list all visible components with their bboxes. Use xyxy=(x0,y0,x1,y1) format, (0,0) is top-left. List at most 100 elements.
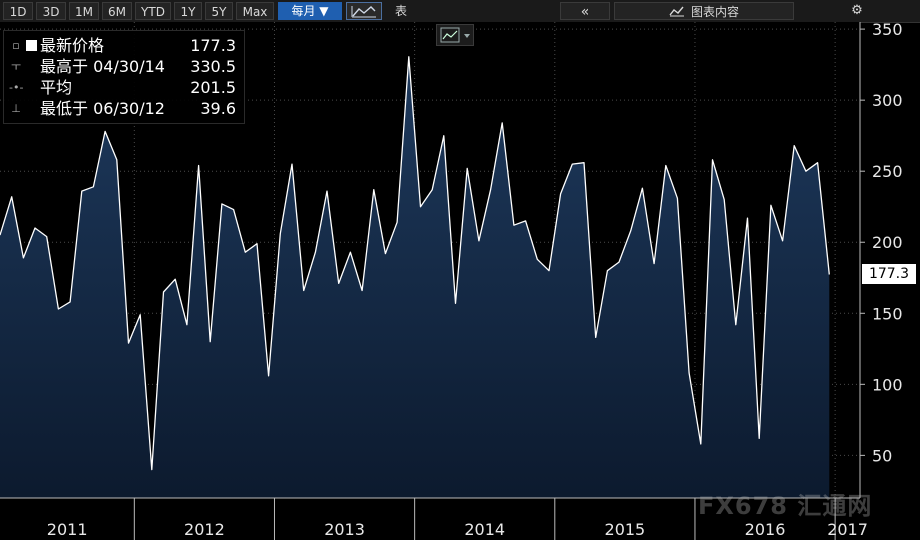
y-tick-label: 200 xyxy=(872,233,903,252)
data-point[interactable] xyxy=(523,218,528,223)
data-point[interactable] xyxy=(570,162,575,167)
data-point[interactable] xyxy=(780,238,785,243)
range-1d-button[interactable]: 1D xyxy=(3,2,33,20)
data-point[interactable] xyxy=(535,257,540,262)
data-point[interactable] xyxy=(161,290,166,295)
x-tick-label: 2014 xyxy=(464,520,505,539)
chart-selector-dropdown[interactable] xyxy=(436,24,474,46)
data-point[interactable] xyxy=(675,196,680,201)
data-point[interactable] xyxy=(582,160,587,165)
x-tick-label: 2015 xyxy=(605,520,646,539)
data-point[interactable] xyxy=(547,268,552,273)
legend-avg-label: 平均 xyxy=(40,78,73,97)
range-1m-button[interactable]: 1M xyxy=(69,2,99,20)
data-point[interactable] xyxy=(511,223,516,228)
x-tick-label: 2016 xyxy=(745,520,786,539)
data-point[interactable] xyxy=(44,234,49,239)
chart-content-button[interactable]: 图表内容 xyxy=(614,2,794,20)
range-6m-button[interactable]: 6M xyxy=(102,2,132,20)
line-chart-type-button[interactable] xyxy=(346,2,382,20)
data-point[interactable] xyxy=(768,203,773,208)
data-point[interactable] xyxy=(360,288,365,293)
range-max-button[interactable]: Max xyxy=(236,2,274,20)
data-point[interactable] xyxy=(290,162,295,167)
data-point[interactable] xyxy=(278,231,283,236)
data-point[interactable] xyxy=(21,255,26,260)
data-point[interactable] xyxy=(383,251,388,256)
data-point[interactable] xyxy=(710,157,715,162)
data-point[interactable] xyxy=(231,207,236,212)
data-point[interactable] xyxy=(476,238,481,243)
data-point[interactable] xyxy=(558,191,563,196)
data-point[interactable] xyxy=(33,226,38,231)
data-point[interactable] xyxy=(488,187,493,192)
collapse-icon[interactable]: « xyxy=(560,2,610,20)
data-point[interactable] xyxy=(325,189,330,194)
data-point[interactable] xyxy=(465,166,470,171)
data-point[interactable] xyxy=(184,322,189,327)
data-point[interactable] xyxy=(593,335,598,340)
frequency-select[interactable]: 每月 ▼ xyxy=(278,2,342,20)
data-point[interactable] xyxy=(114,157,119,162)
y-tick-label: 250 xyxy=(872,162,903,181)
data-point[interactable] xyxy=(91,184,96,189)
data-point[interactable] xyxy=(313,250,318,255)
data-point[interactable] xyxy=(196,163,201,168)
data-point[interactable] xyxy=(395,220,400,225)
data-point[interactable] xyxy=(652,261,657,266)
data-point[interactable] xyxy=(103,129,108,134)
data-point[interactable] xyxy=(301,288,306,293)
data-point[interactable] xyxy=(266,373,271,378)
data-point[interactable] xyxy=(126,341,131,346)
data-point[interactable] xyxy=(640,186,645,191)
range-ytd-button[interactable]: YTD xyxy=(135,2,171,20)
data-point[interactable] xyxy=(815,160,820,165)
data-point[interactable] xyxy=(500,120,505,125)
data-point[interactable] xyxy=(9,194,14,199)
data-point[interactable] xyxy=(827,272,832,277)
data-point[interactable] xyxy=(348,250,353,255)
data-point[interactable] xyxy=(687,371,692,376)
chart-content-label: 图表内容 xyxy=(690,5,739,19)
legend-high-row: ㅜ 最高于 04/30/14 330.5 xyxy=(4,57,244,77)
data-point[interactable] xyxy=(173,277,178,282)
data-point[interactable] xyxy=(757,436,762,441)
data-point[interactable] xyxy=(243,250,248,255)
data-point[interactable] xyxy=(371,187,376,192)
data-point[interactable] xyxy=(617,260,622,265)
data-point[interactable] xyxy=(418,204,423,209)
data-point[interactable] xyxy=(453,301,458,306)
range-3d-button[interactable]: 3D xyxy=(36,2,66,20)
settings-gear-icon[interactable]: ⚙ xyxy=(851,3,863,18)
x-tick-label: 2012 xyxy=(184,520,225,539)
data-point[interactable] xyxy=(219,201,224,206)
data-point[interactable] xyxy=(745,216,750,221)
data-point[interactable] xyxy=(441,133,446,138)
data-point[interactable] xyxy=(792,143,797,148)
legend-low-label: 最低于 06/30/12 xyxy=(40,99,165,118)
data-point[interactable] xyxy=(733,322,738,327)
data-point[interactable] xyxy=(255,241,260,246)
data-point[interactable] xyxy=(56,307,61,312)
x-axis-ticks: 2011 2012 2013 2014 2015 2016 2017 xyxy=(47,498,868,540)
data-point[interactable] xyxy=(430,187,435,192)
data-point[interactable] xyxy=(663,163,668,168)
range-1y-button[interactable]: 1Y xyxy=(174,2,202,20)
data-point[interactable] xyxy=(605,268,610,273)
data-point[interactable] xyxy=(336,281,341,286)
data-point[interactable] xyxy=(208,339,213,344)
data-point[interactable] xyxy=(406,54,411,59)
legend-low-row: ⊥ 最低于 06/30/12 39.6 xyxy=(4,99,244,119)
data-point[interactable] xyxy=(628,228,633,233)
data-point[interactable] xyxy=(698,442,703,447)
range-5y-button[interactable]: 5Y xyxy=(205,2,233,20)
data-point[interactable] xyxy=(79,189,84,194)
data-point[interactable] xyxy=(722,197,727,202)
data-point[interactable] xyxy=(803,169,808,174)
data-point[interactable] xyxy=(68,299,73,304)
data-point[interactable] xyxy=(149,467,154,472)
legend-expand-icon[interactable]: ▫ xyxy=(12,39,20,52)
table-view-button[interactable]: 表 xyxy=(394,4,407,18)
data-point[interactable] xyxy=(138,312,143,317)
